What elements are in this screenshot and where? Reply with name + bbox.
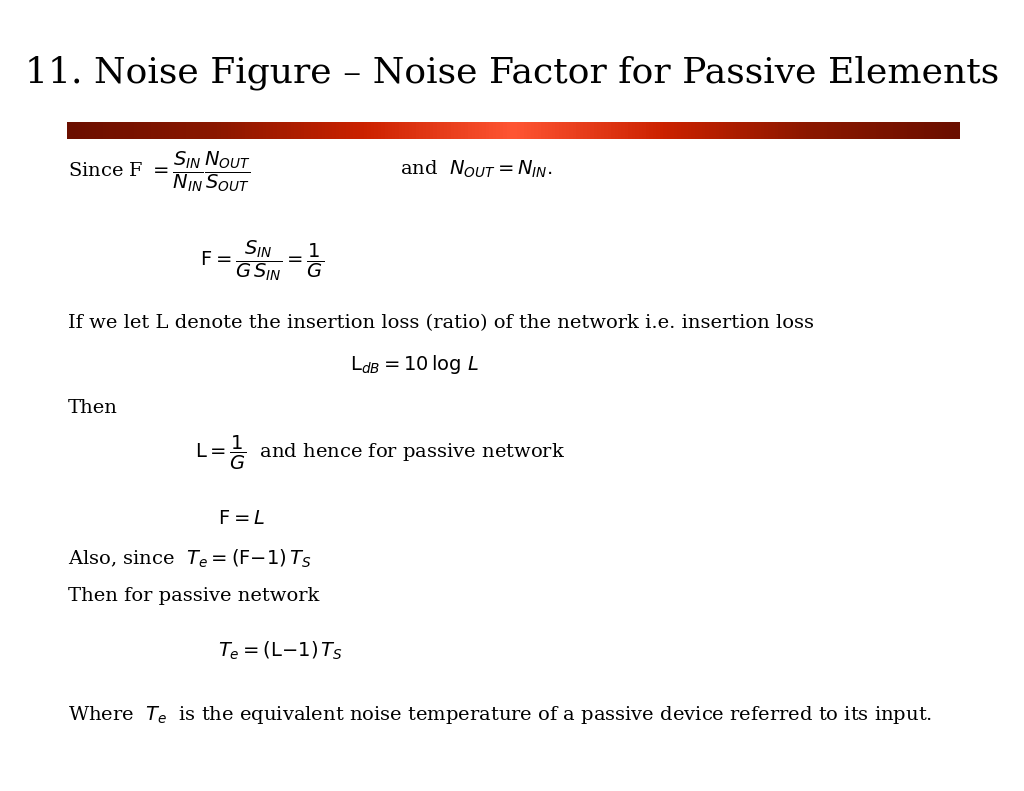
Text: Since F $= \dfrac{S_{IN}}{N_{IN}} \dfrac{N_{OUT}}{S_{OUT}}$: Since F $= \dfrac{S_{IN}}{N_{IN}} \dfrac… (68, 149, 251, 195)
Text: Then: Then (68, 399, 118, 417)
Text: If we let L denote the insertion loss (ratio) of the network i.e. insertion loss: If we let L denote the insertion loss (r… (68, 314, 814, 332)
Text: $\mathrm{L}_{dB} = 10\,\log\,L$: $\mathrm{L}_{dB} = 10\,\log\,L$ (350, 354, 479, 377)
Text: Then for passive network: Then for passive network (68, 587, 319, 605)
Text: $\mathrm{L} = \dfrac{1}{G}$  and hence for passive network: $\mathrm{L} = \dfrac{1}{G}$ and hence fo… (195, 434, 565, 472)
Text: $T_e = (\mathrm{L}{-}1)\,T_S$: $T_e = (\mathrm{L}{-}1)\,T_S$ (218, 640, 343, 662)
Text: $\mathrm{F} = L$: $\mathrm{F} = L$ (218, 510, 265, 528)
Text: and  $N_{OUT} = N_{IN}.$: and $N_{OUT} = N_{IN}.$ (400, 158, 553, 180)
Text: $\mathrm{F} = \dfrac{S_{IN}}{G\,S_{IN}} = \dfrac{1}{G}$: $\mathrm{F} = \dfrac{S_{IN}}{G\,S_{IN}} … (200, 239, 324, 283)
Text: 11. Noise Figure – Noise Factor for Passive Elements: 11. Noise Figure – Noise Factor for Pass… (25, 55, 999, 90)
Text: Also, since  $T_e = (\mathrm{F}{-}1)\,T_S$: Also, since $T_e = (\mathrm{F}{-}1)\,T_S… (68, 548, 311, 570)
Text: Where  $T_e$  is the equivalent noise temperature of a passive device referred t: Where $T_e$ is the equivalent noise temp… (68, 704, 932, 726)
